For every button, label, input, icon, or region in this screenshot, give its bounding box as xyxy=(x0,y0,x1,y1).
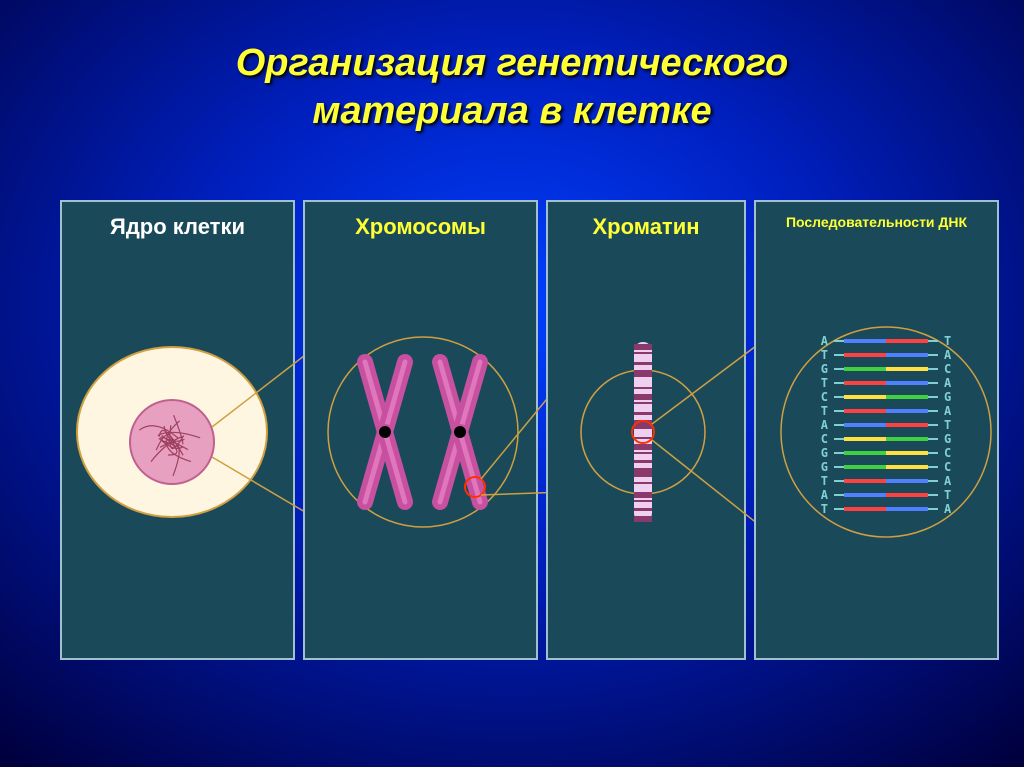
panel-cell-nucleus: Ядро клетки xyxy=(60,200,295,660)
svg-text:T: T xyxy=(821,474,828,488)
title-line-1: Организация генетического xyxy=(236,42,789,84)
svg-text:T: T xyxy=(821,348,828,362)
svg-text:A: A xyxy=(944,376,952,390)
svg-text:T: T xyxy=(821,376,828,390)
svg-text:T: T xyxy=(944,334,951,348)
svg-text:C: C xyxy=(944,460,951,474)
svg-text:A: A xyxy=(821,334,829,348)
svg-text:G: G xyxy=(944,390,951,404)
dna-sequence-diagram: ATTAGCTACGTAATCGGCGCTAATTA xyxy=(756,202,1016,662)
svg-text:A: A xyxy=(944,474,952,488)
svg-text:T: T xyxy=(821,502,828,516)
chromosomes-diagram xyxy=(305,202,565,662)
svg-text:C: C xyxy=(821,432,828,446)
svg-text:A: A xyxy=(821,488,829,502)
svg-text:T: T xyxy=(821,404,828,418)
svg-text:C: C xyxy=(821,390,828,404)
svg-text:A: A xyxy=(944,348,952,362)
cell-nucleus-diagram xyxy=(62,202,322,662)
svg-text:G: G xyxy=(821,460,828,474)
svg-text:A: A xyxy=(821,418,829,432)
svg-text:G: G xyxy=(944,432,951,446)
svg-text:A: A xyxy=(944,502,952,516)
svg-text:C: C xyxy=(944,362,951,376)
panel-dna-sequence: Последовательности ДНК ATTAGCTACGTAATCGG… xyxy=(754,200,999,660)
title-line-2: материала в клетке xyxy=(312,90,711,132)
svg-text:T: T xyxy=(944,418,951,432)
panels-row: Ядро клетки Хромосомы Хроматин xyxy=(60,200,1012,660)
svg-text:G: G xyxy=(821,362,828,376)
svg-text:A: A xyxy=(944,404,952,418)
slide-title: Организация генетического материала в кл… xyxy=(0,0,1024,135)
svg-text:G: G xyxy=(821,446,828,460)
svg-text:T: T xyxy=(944,488,951,502)
svg-text:C: C xyxy=(944,446,951,460)
chromatin-diagram xyxy=(548,202,768,662)
panel-chromatin: Хроматин xyxy=(546,200,746,660)
panel-chromosomes: Хромосомы xyxy=(303,200,538,660)
